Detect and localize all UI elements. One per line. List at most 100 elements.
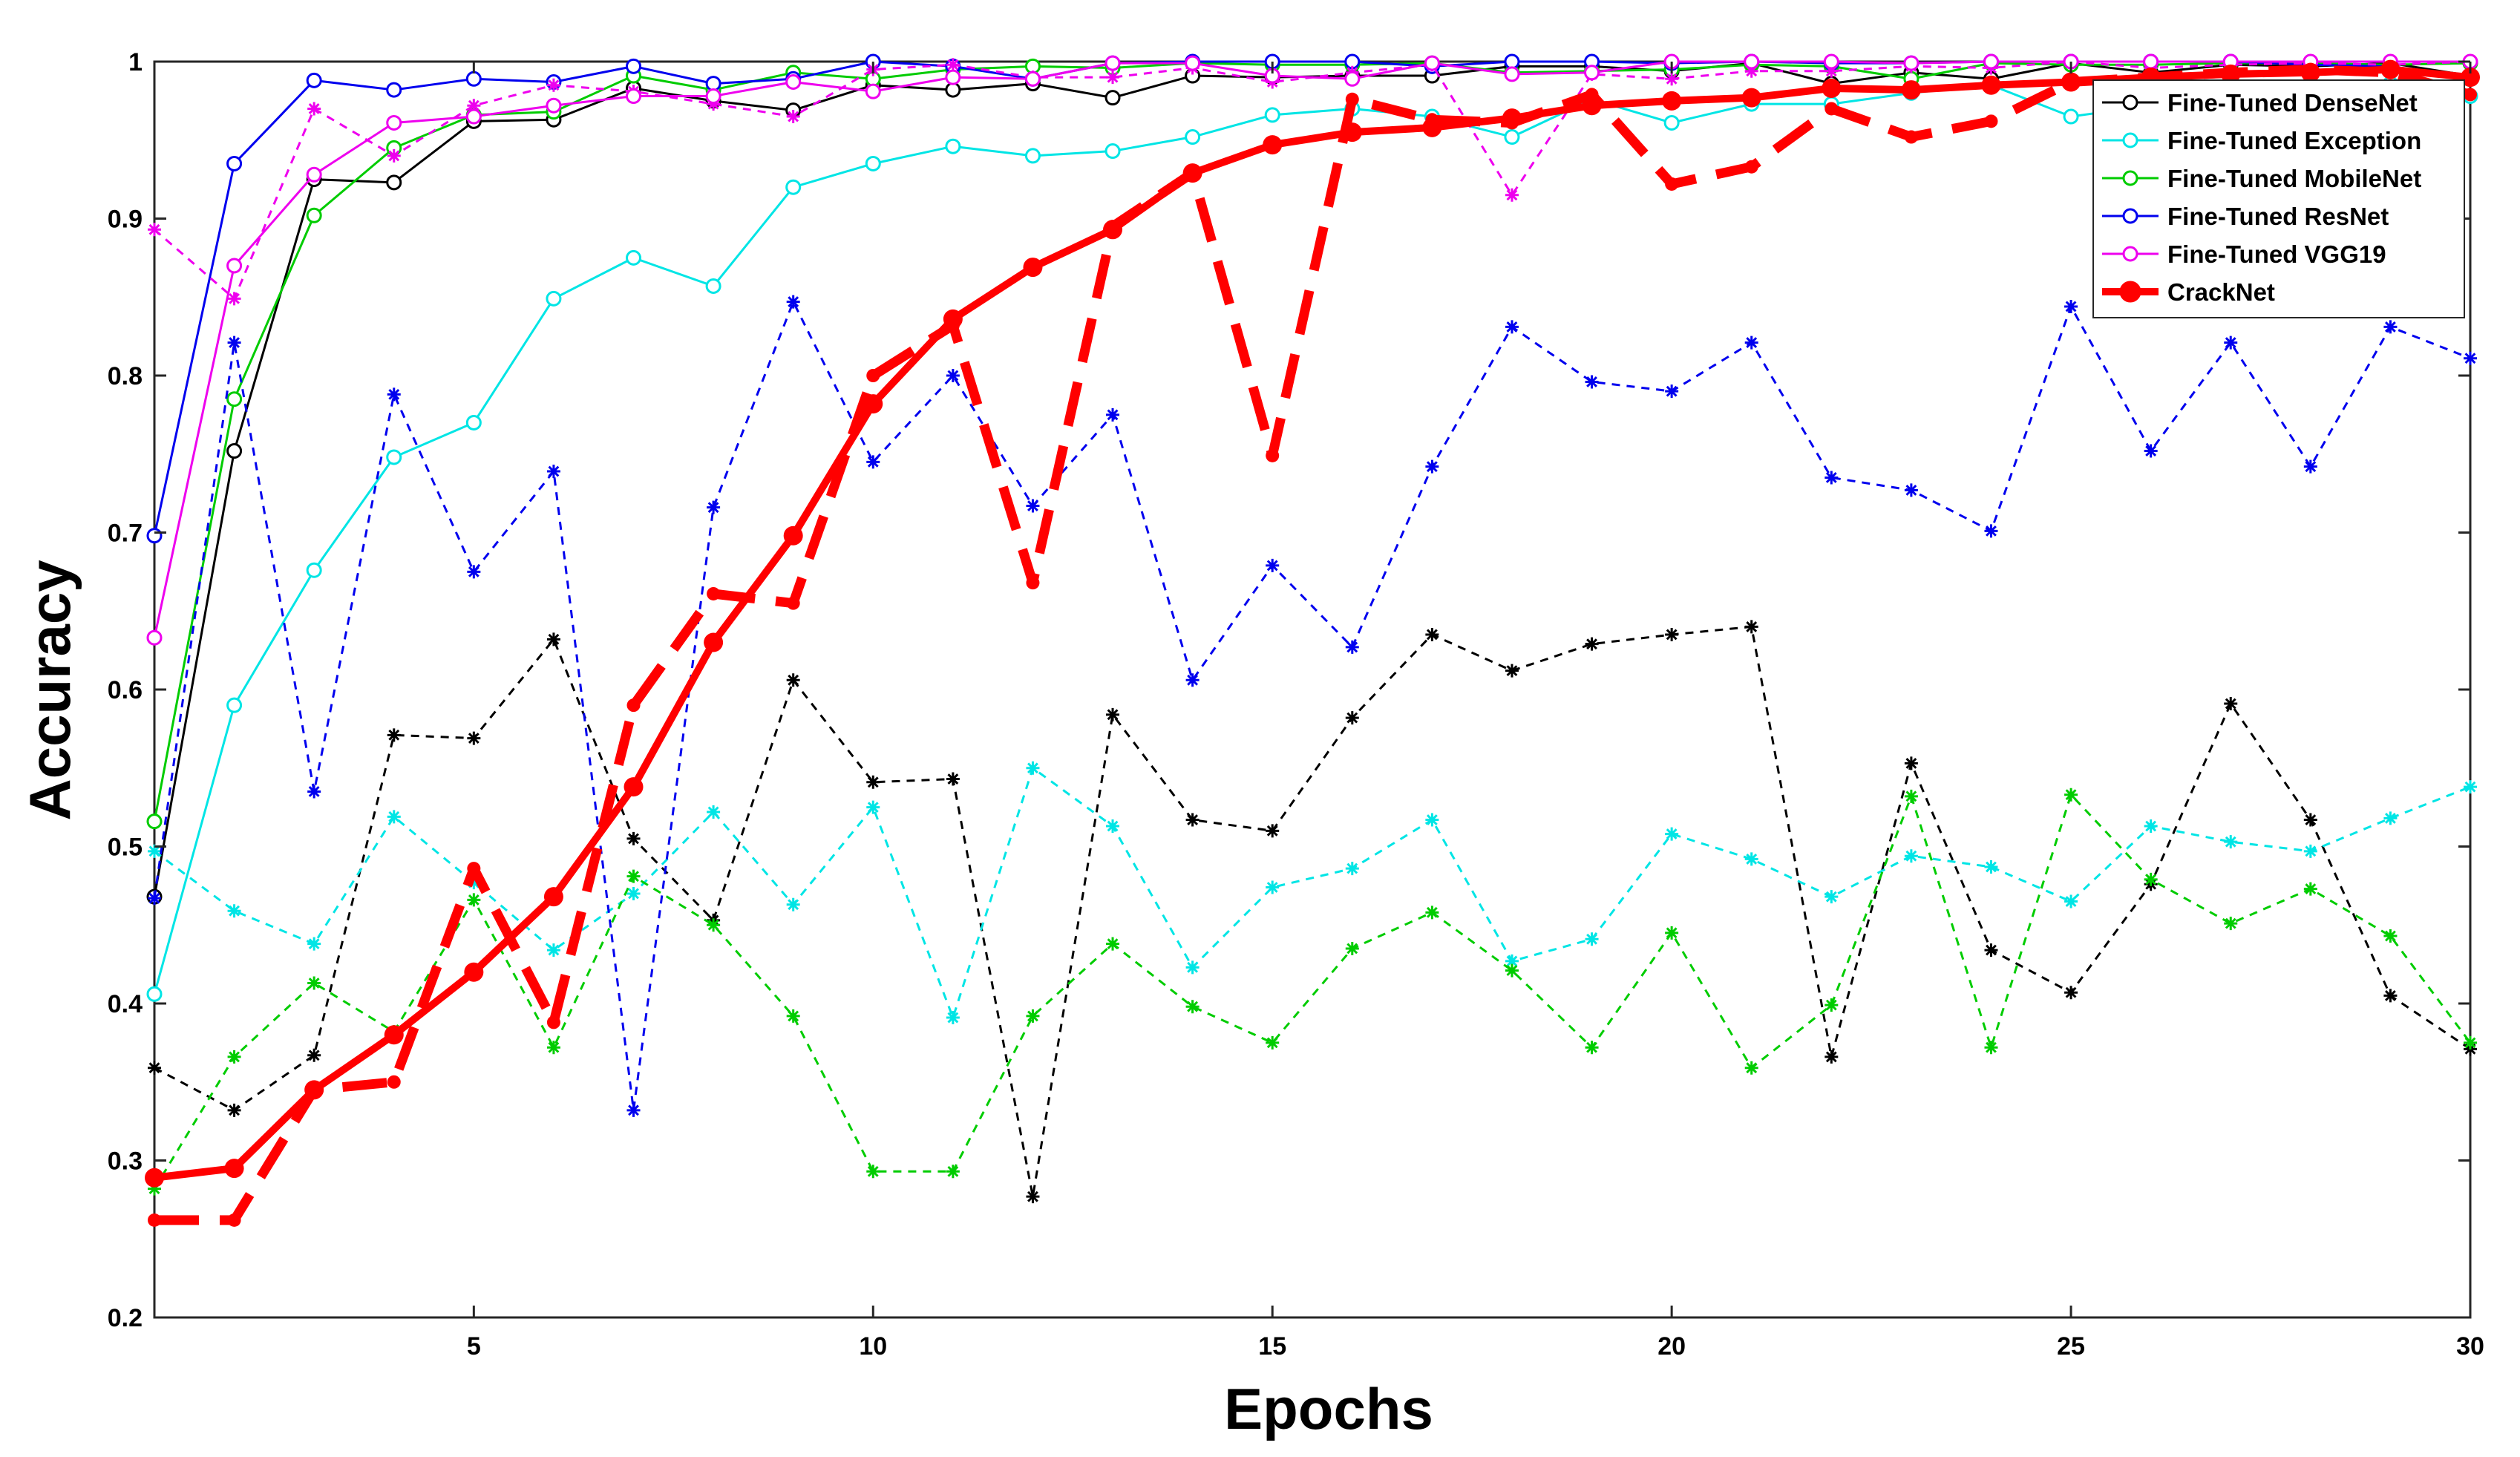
series-fine-tuned-densenet-validation-point (1345, 711, 1359, 725)
x-axis-title: Epochs (1224, 1376, 1433, 1441)
series-fine-tuned-exception-train-point (1663, 114, 1680, 131)
series-fine-tuned-resnet-validation-point (546, 465, 560, 479)
series-cracknet-train-point (1582, 96, 1602, 116)
series-cracknet-train-point (145, 1168, 164, 1188)
series-fine-tuned-exception-train-point (146, 986, 163, 1002)
series-fine-tuned-resnet-validation-line (153, 301, 2471, 1112)
series-fine-tuned-exception-train-line (153, 82, 2471, 995)
series-fine-tuned-mobilenet-validation-point (1984, 1041, 1998, 1055)
series-fine-tuned-vgg19-train-point (1344, 71, 1361, 87)
series-fine-tuned-resnet-validation-point (1185, 673, 1200, 687)
series-fine-tuned-resnet-validation-point (2383, 320, 2398, 334)
series-fine-tuned-densenet-train-point (945, 82, 961, 98)
series-fine-tuned-exception-validation-line (154, 767, 2471, 1019)
series-fine-tuned-exception-validation-point (307, 937, 321, 951)
series-cracknet-validation-point (2464, 88, 2477, 102)
series-cracknet-train-point (704, 632, 724, 652)
series-fine-tuned-vgg19-train-point (945, 69, 961, 85)
series-fine-tuned-resnet-validation-point (387, 387, 401, 402)
x-tick-label: 10 (859, 1332, 887, 1361)
series-fine-tuned-exception-validation-point (626, 886, 641, 900)
series-fine-tuned-mobilenet-validation-point (866, 1165, 880, 1179)
series-fine-tuned-densenet-validation-point (1026, 1190, 1040, 1204)
y-tick-label: 0.3 (108, 1147, 143, 1176)
legend-marker-fine-tuned-exception (2122, 132, 2138, 148)
series-fine-tuned-exception-validation-point (387, 810, 401, 824)
series-fine-tuned-exception-train-point (865, 155, 881, 171)
series-fine-tuned-densenet-validation-point (786, 673, 800, 687)
legend-marker-fine-tuned-resnet (2122, 208, 2138, 224)
series-fine-tuned-resnet-validation-point (786, 295, 800, 309)
legend: Fine-Tuned DenseNet Fine-Tuned Exception F… (2092, 79, 2465, 318)
series-fine-tuned-vgg19-train-point (1104, 55, 1121, 71)
legend-marker-fine-tuned-mobilenet (2122, 170, 2138, 186)
series-fine-tuned-exception-validation-point (1026, 761, 1040, 775)
series-fine-tuned-resnet-validation-point (1505, 320, 1519, 334)
series-fine-tuned-exception-validation-point (1744, 852, 1758, 866)
y-tick-label: 0.2 (108, 1304, 143, 1332)
series-fine-tuned-densenet-validation-point (1505, 664, 1519, 678)
series-fine-tuned-densenet-train-point (1104, 90, 1121, 106)
series-fine-tuned-mobilenet-validation-point (148, 1182, 161, 1196)
series-fine-tuned-exception-validation-point (707, 805, 721, 819)
series-cracknet-train-point (1981, 75, 2001, 95)
series-cracknet-train-point (783, 525, 803, 546)
series-fine-tuned-resnet-validation-point (1744, 335, 1758, 350)
series-fine-tuned-resnet-validation-point (1904, 483, 1918, 497)
series-fine-tuned-mobilenet-validation-point (546, 1041, 560, 1055)
series-fine-tuned-mobilenet-validation-point (2224, 917, 2238, 931)
series-cracknet-validation-point (626, 698, 641, 713)
series-cracknet-validation-point (1665, 177, 1679, 191)
series-fine-tuned-densenet-validation-point (1266, 824, 1280, 838)
y-tick-label: 0.7 (108, 520, 143, 548)
series-cracknet-train-point (543, 887, 563, 907)
series-cracknet-train-point (1342, 122, 1362, 143)
legend-box (2092, 79, 2465, 318)
series-fine-tuned-exception-validation-point (1106, 819, 1120, 834)
series-fine-tuned-mobilenet-train-line (153, 62, 2471, 822)
series-fine-tuned-mobilenet-validation-point (227, 1050, 241, 1064)
series-cracknet (145, 59, 2480, 1227)
series-fine-tuned-exception-train-point (945, 138, 961, 154)
series-cracknet-train-point (2380, 59, 2400, 79)
series-fine-tuned-exception-train-point (1024, 148, 1041, 164)
series-fine-tuned-exception-validation-point (1266, 880, 1280, 894)
series-fine-tuned-vgg19-train-point (1584, 65, 1600, 81)
series-fine-tuned-densenet-validation-point (1984, 943, 1998, 957)
series-fine-tuned-exception-validation-point (467, 876, 481, 890)
series-fine-tuned-exception-validation-point (2224, 835, 2238, 849)
series-fine-tuned-vgg19-train-point (1744, 53, 1760, 70)
series-fine-tuned-resnet-train-point (1504, 53, 1520, 70)
series-fine-tuned-mobilenet-validation-point (467, 893, 481, 907)
series-fine-tuned-vgg19-train-point (626, 88, 642, 105)
series-fine-tuned-densenet-validation-point (2383, 989, 2398, 1003)
series-fine-tuned-vgg19-validation-point (946, 58, 960, 72)
series-fine-tuned-mobilenet-validation-point (2064, 788, 2078, 802)
y-tick-label: 0.5 (108, 834, 143, 862)
y-tick-label: 0.8 (108, 362, 143, 390)
series-fine-tuned-mobilenet-validation-point (1744, 1061, 1758, 1075)
legend-marker-fine-tuned-densenet (2122, 94, 2138, 111)
series-fine-tuned-exception-validation-point (1585, 932, 1599, 946)
series-cracknet-train-point (224, 1159, 244, 1179)
series-fine-tuned-mobilenet-validation-point (946, 1165, 960, 1179)
series-fine-tuned-vgg19 (146, 53, 2478, 646)
series-cracknet-train-point (2221, 64, 2241, 84)
series-fine-tuned-mobilenet-validation-point (626, 869, 641, 883)
series-fine-tuned-exception-train-point (226, 697, 243, 713)
x-tick-label: 15 (1258, 1332, 1286, 1361)
series-fine-tuned-vgg19-train-point (146, 629, 163, 646)
series-cracknet-validation-point (786, 596, 800, 610)
series-fine-tuned-resnet-train-point (705, 76, 721, 92)
series-fine-tuned-densenet-validation-point (307, 1048, 321, 1062)
series-fine-tuned-exception-train-point (386, 449, 402, 465)
series-fine-tuned-densenet-train-point (386, 174, 402, 191)
series-fine-tuned-mobilenet-validation-point (1585, 1041, 1599, 1055)
series-fine-tuned-vgg19-train-point (226, 258, 243, 274)
series-fine-tuned-densenet-validation-point (2064, 986, 2078, 1000)
series-fine-tuned-densenet-validation-point (1185, 813, 1200, 827)
y-tick-label: 0.9 (108, 206, 143, 234)
series-fine-tuned-resnet-validation-point (307, 785, 321, 799)
series-fine-tuned-vgg19-validation-point (1744, 64, 1758, 78)
series-cracknet-validation-point (1984, 114, 1998, 128)
